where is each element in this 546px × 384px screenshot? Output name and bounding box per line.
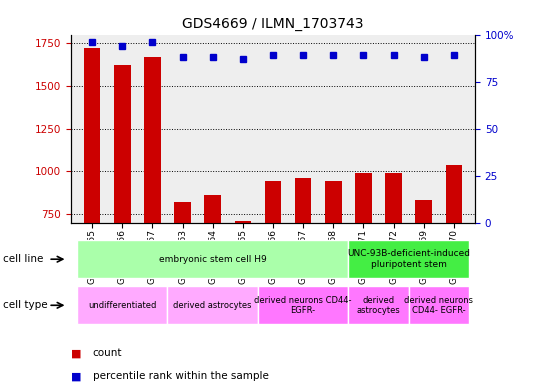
Text: derived neurons
CD44- EGFR-: derived neurons CD44- EGFR- bbox=[405, 296, 473, 315]
Text: undifferentiated: undifferentiated bbox=[88, 301, 156, 310]
Bar bbox=[416, 200, 432, 343]
Bar bbox=[77, 286, 168, 324]
Bar bbox=[325, 181, 342, 343]
Bar bbox=[174, 202, 191, 343]
Bar bbox=[204, 195, 221, 343]
Text: ■: ■ bbox=[71, 348, 81, 358]
Bar bbox=[385, 173, 402, 343]
Bar bbox=[258, 286, 348, 324]
Bar bbox=[77, 240, 348, 278]
Bar bbox=[114, 65, 130, 343]
Text: UNC-93B-deficient-induced
pluripotent stem: UNC-93B-deficient-induced pluripotent st… bbox=[347, 250, 470, 269]
Text: derived neurons CD44-
EGFR-: derived neurons CD44- EGFR- bbox=[254, 296, 352, 315]
Text: count: count bbox=[93, 348, 122, 358]
Bar bbox=[355, 173, 372, 343]
Text: percentile rank within the sample: percentile rank within the sample bbox=[93, 371, 269, 381]
Text: derived
astrocytes: derived astrocytes bbox=[357, 296, 400, 315]
Bar bbox=[168, 286, 258, 324]
Bar bbox=[295, 178, 311, 343]
Bar bbox=[84, 48, 100, 343]
Text: embryonic stem cell H9: embryonic stem cell H9 bbox=[159, 255, 266, 264]
Bar bbox=[235, 221, 251, 343]
Text: ■: ■ bbox=[71, 371, 81, 381]
Bar bbox=[348, 240, 469, 278]
Text: cell type: cell type bbox=[3, 300, 48, 310]
Bar bbox=[446, 165, 462, 343]
Bar bbox=[265, 181, 281, 343]
Text: GDS4669 / ILMN_1703743: GDS4669 / ILMN_1703743 bbox=[182, 17, 364, 31]
Text: cell line: cell line bbox=[3, 254, 43, 264]
Bar bbox=[144, 57, 161, 343]
Text: derived astrocytes: derived astrocytes bbox=[174, 301, 252, 310]
Bar bbox=[348, 286, 409, 324]
Bar bbox=[409, 286, 469, 324]
